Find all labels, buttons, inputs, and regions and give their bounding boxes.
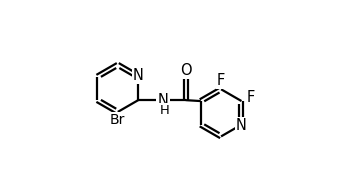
Text: O: O xyxy=(180,63,192,78)
Text: Br: Br xyxy=(110,113,125,127)
Text: N: N xyxy=(133,68,144,83)
Text: F: F xyxy=(247,90,255,105)
Text: F: F xyxy=(217,73,225,88)
Text: N: N xyxy=(236,118,247,133)
Text: N: N xyxy=(158,93,169,108)
Text: H: H xyxy=(160,104,170,117)
